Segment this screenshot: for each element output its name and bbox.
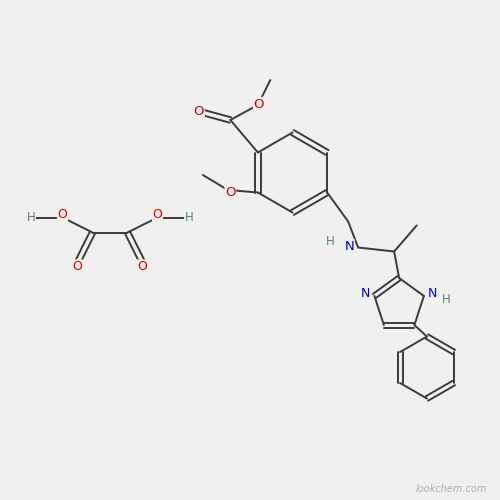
Text: O: O [152, 208, 162, 222]
Text: H: H [184, 211, 194, 224]
Text: H: H [442, 294, 450, 306]
Text: O: O [72, 260, 83, 273]
Text: O: O [194, 105, 204, 118]
Text: N: N [361, 287, 370, 300]
Text: O: O [58, 208, 68, 222]
Text: O: O [225, 186, 235, 199]
Text: H: H [326, 235, 335, 248]
Text: O: O [254, 98, 264, 110]
Text: lookchem.com: lookchem.com [416, 484, 488, 494]
Text: H: H [26, 211, 36, 224]
Text: N: N [344, 240, 354, 252]
Text: N: N [428, 287, 437, 300]
Text: O: O [138, 260, 147, 273]
